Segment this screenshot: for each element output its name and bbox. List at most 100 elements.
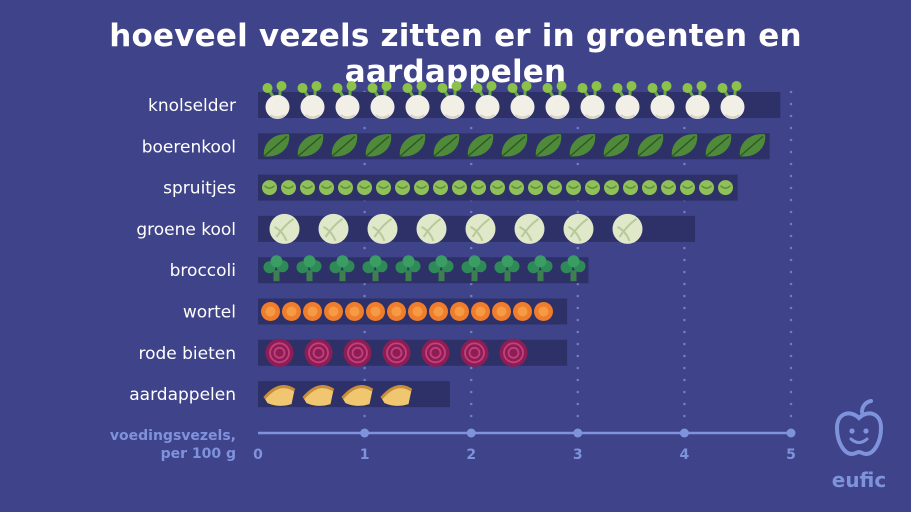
cabbage-icon (514, 213, 545, 244)
bar-boerenkool (258, 133, 770, 160)
beet-slice-icon (460, 338, 489, 367)
kale-leaf-icon (569, 134, 596, 157)
broccoli-icon (263, 255, 289, 282)
chart-title: hoeveel vezels zitten er in groenten en … (109, 18, 802, 90)
x-axis-label-line-2: per 100 g (161, 446, 236, 462)
broccoli-icon (560, 255, 586, 282)
logo-text: eufic (831, 468, 887, 492)
cabbage-icon (465, 213, 496, 244)
bar-broccoli (258, 255, 589, 284)
sprout-icon (718, 180, 733, 196)
kale-leaf-icon (399, 134, 426, 157)
x-axis: 0 1 2 3 4 5 (253, 428, 796, 463)
tick-marker (360, 428, 370, 438)
tick-marker (466, 428, 476, 438)
cabbage-icon-group (269, 213, 643, 244)
broccoli-icon (362, 255, 388, 282)
category-label: knolselder (148, 96, 236, 116)
category-label: groene kool (136, 220, 236, 240)
kale-leaf-icon (671, 134, 698, 157)
carrot-slice-icon (450, 302, 469, 321)
sprout-icon (585, 180, 600, 196)
category-label: broccoli (170, 261, 236, 281)
kale-leaf-icon (467, 134, 494, 157)
celeriac-icon (717, 81, 745, 119)
x-axis-label: voedingsvezels, (110, 428, 236, 444)
carrot-slice-icon-group (261, 302, 553, 321)
tick-label: 2 (466, 447, 476, 463)
broccoli-icon (494, 255, 520, 282)
sprout-icon (566, 180, 581, 196)
carrot-slice-icon (345, 302, 364, 321)
bar-aardappelen (258, 381, 450, 408)
broccoli-icon (395, 255, 421, 282)
apple-face-icon (834, 399, 884, 457)
sprout-icon (661, 180, 676, 196)
bar-wortel (258, 298, 568, 325)
broccoli-icon (329, 255, 355, 282)
cabbage-icon (269, 213, 300, 244)
celeriac-icon (612, 81, 640, 119)
potato-icon (302, 385, 335, 406)
sprout-icon (433, 180, 448, 196)
broccoli-icon (428, 255, 454, 282)
kale-leaf-icon (637, 134, 664, 157)
kale-leaf-icon (705, 134, 732, 157)
cabbage-icon (367, 213, 398, 244)
sprout-icon (357, 180, 372, 196)
sprout-icon (509, 180, 524, 196)
tick-label: 4 (680, 447, 690, 463)
potato-icon (380, 385, 413, 406)
kale-leaf-icon (331, 134, 358, 157)
bar-spruitjes (258, 174, 738, 201)
tick-label: 0 (253, 447, 263, 463)
category-label: rode bieten (138, 344, 236, 364)
bars (258, 81, 781, 408)
sprout-icon (395, 180, 410, 196)
broccoli-icon (296, 255, 322, 282)
sprout-icon (623, 180, 638, 196)
tick-marker (786, 428, 796, 438)
category-label: boerenkool (142, 137, 236, 157)
potato-icon (341, 385, 374, 406)
celeriac-icon (262, 81, 290, 119)
sprout-icon (452, 180, 467, 196)
kale-leaf-icon (297, 134, 324, 157)
beet-slice-icon (499, 338, 528, 367)
celeriac-icon (402, 81, 430, 119)
tick-marker (573, 428, 583, 438)
sprout-icon (680, 180, 695, 196)
carrot-slice-icon (471, 302, 490, 321)
cabbage-icon (416, 213, 447, 244)
potato-icon (263, 385, 296, 406)
cabbage-icon (612, 213, 643, 244)
carrot-slice-icon (408, 302, 427, 321)
beet-slice-icon (343, 338, 372, 367)
sprout-icon (376, 180, 391, 196)
celeriac-icon (647, 81, 675, 119)
beet-slice-icon (265, 338, 294, 367)
sprout-icon-group (262, 180, 733, 196)
kale-leaf-icon (263, 134, 290, 157)
broccoli-icon (527, 255, 553, 282)
carrot-slice-icon (429, 302, 448, 321)
celeriac-icon (437, 81, 465, 119)
celeriac-icon (472, 81, 500, 119)
kale-leaf-icon (603, 134, 630, 157)
celeriac-icon (367, 81, 395, 119)
carrot-slice-icon (366, 302, 385, 321)
sprout-icon (338, 180, 353, 196)
carrot-slice-icon (387, 302, 406, 321)
sprout-icon (642, 180, 657, 196)
broccoli-icon-group (263, 255, 586, 282)
kale-leaf-icon (535, 134, 562, 157)
category-labels: knolselder boerenkool spruitjes groene kool… (129, 96, 236, 405)
bar-knolselder (258, 81, 781, 119)
tick-label: 3 (573, 447, 583, 463)
kale-leaf-icon-group (263, 134, 766, 157)
celeriac-icon (577, 81, 605, 119)
bar-groene-kool (258, 213, 696, 244)
kale-leaf-icon (365, 134, 392, 157)
tick-marker (679, 428, 689, 438)
